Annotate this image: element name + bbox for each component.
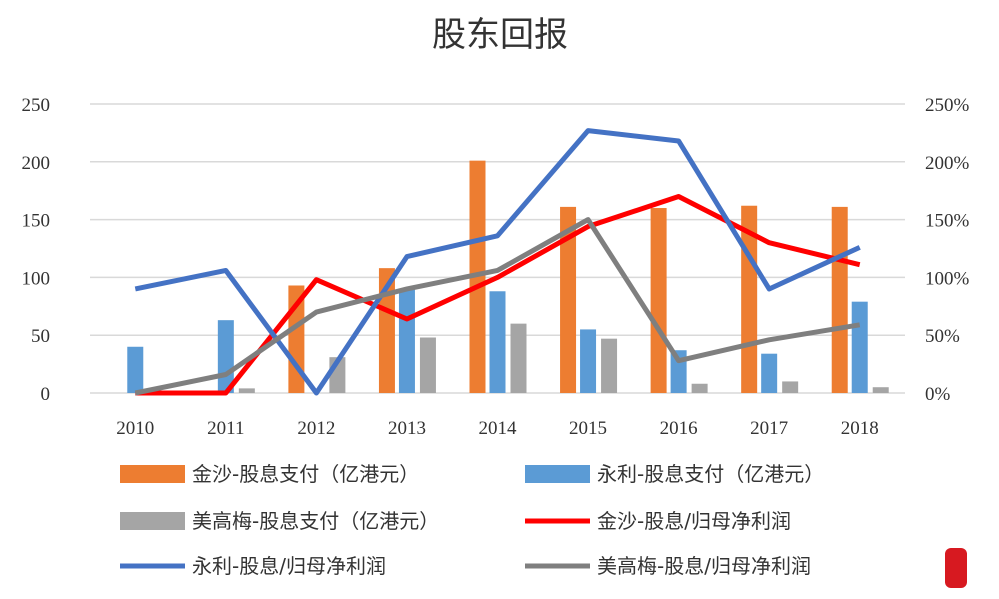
legend-label: 美高梅-股息支付（亿港元） xyxy=(192,509,439,533)
line-series-3 xyxy=(134,217,861,396)
x-tick-label: 2012 xyxy=(297,418,335,439)
x-tick-label: 2014 xyxy=(479,418,518,439)
bar-3 xyxy=(510,323,527,393)
right-tick-label: 150% xyxy=(925,211,970,232)
left-tick-label: 150 xyxy=(22,211,51,232)
x-tick-label: 2016 xyxy=(660,418,698,439)
bar-1 xyxy=(378,268,395,393)
x-tick-label: 2015 xyxy=(569,418,607,439)
bar-2 xyxy=(580,329,597,393)
bar-3 xyxy=(601,338,618,393)
x-tick-label: 2013 xyxy=(388,418,426,439)
legend-label: 金沙-股息/归母净利润 xyxy=(597,509,791,533)
left-tick-label: 250 xyxy=(22,95,51,116)
left-tick-label: 50 xyxy=(31,326,50,347)
legend-label: 美高梅-股息/归母净利润 xyxy=(597,554,811,578)
x-tick-label: 2018 xyxy=(841,418,879,439)
x-tick-label: 2010 xyxy=(116,418,154,439)
legend-swatch xyxy=(120,465,185,483)
left-tick-label: 200 xyxy=(22,153,51,174)
bar-1 xyxy=(831,206,848,393)
legend-swatch xyxy=(525,465,590,483)
bar-2 xyxy=(851,301,868,393)
bar-3 xyxy=(419,337,436,393)
bar-3 xyxy=(238,388,255,393)
right-tick-label: 50% xyxy=(925,326,960,347)
legend-label: 永利-股息支付（亿港元） xyxy=(597,462,824,486)
legend-label: 金沙-股息支付（亿港元） xyxy=(192,462,419,486)
left-tick-label: 0 xyxy=(41,384,51,405)
x-tick-label: 2017 xyxy=(750,418,788,439)
legend-swatch xyxy=(120,512,185,530)
bar-2 xyxy=(761,353,778,393)
right-tick-label: 200% xyxy=(925,153,970,174)
bar-3 xyxy=(691,383,708,393)
bar-2 xyxy=(489,291,506,393)
right-tick-label: 0% xyxy=(925,384,951,405)
bar-3 xyxy=(872,387,889,393)
left-tick-label: 100 xyxy=(22,268,51,289)
bar-1 xyxy=(650,208,667,393)
right-tick-label: 250% xyxy=(925,95,970,116)
line-series-2 xyxy=(134,128,861,396)
x-tick-label: 2011 xyxy=(207,418,244,439)
chart-title: 股东回报 xyxy=(432,15,568,55)
bar-3 xyxy=(782,381,799,393)
bar-2 xyxy=(127,346,144,393)
bar-2 xyxy=(398,288,415,393)
logo-mark xyxy=(945,548,967,588)
legend-label: 永利-股息/归母净利润 xyxy=(192,554,386,578)
bar-1 xyxy=(560,206,577,393)
right-tick-label: 100% xyxy=(925,268,970,289)
